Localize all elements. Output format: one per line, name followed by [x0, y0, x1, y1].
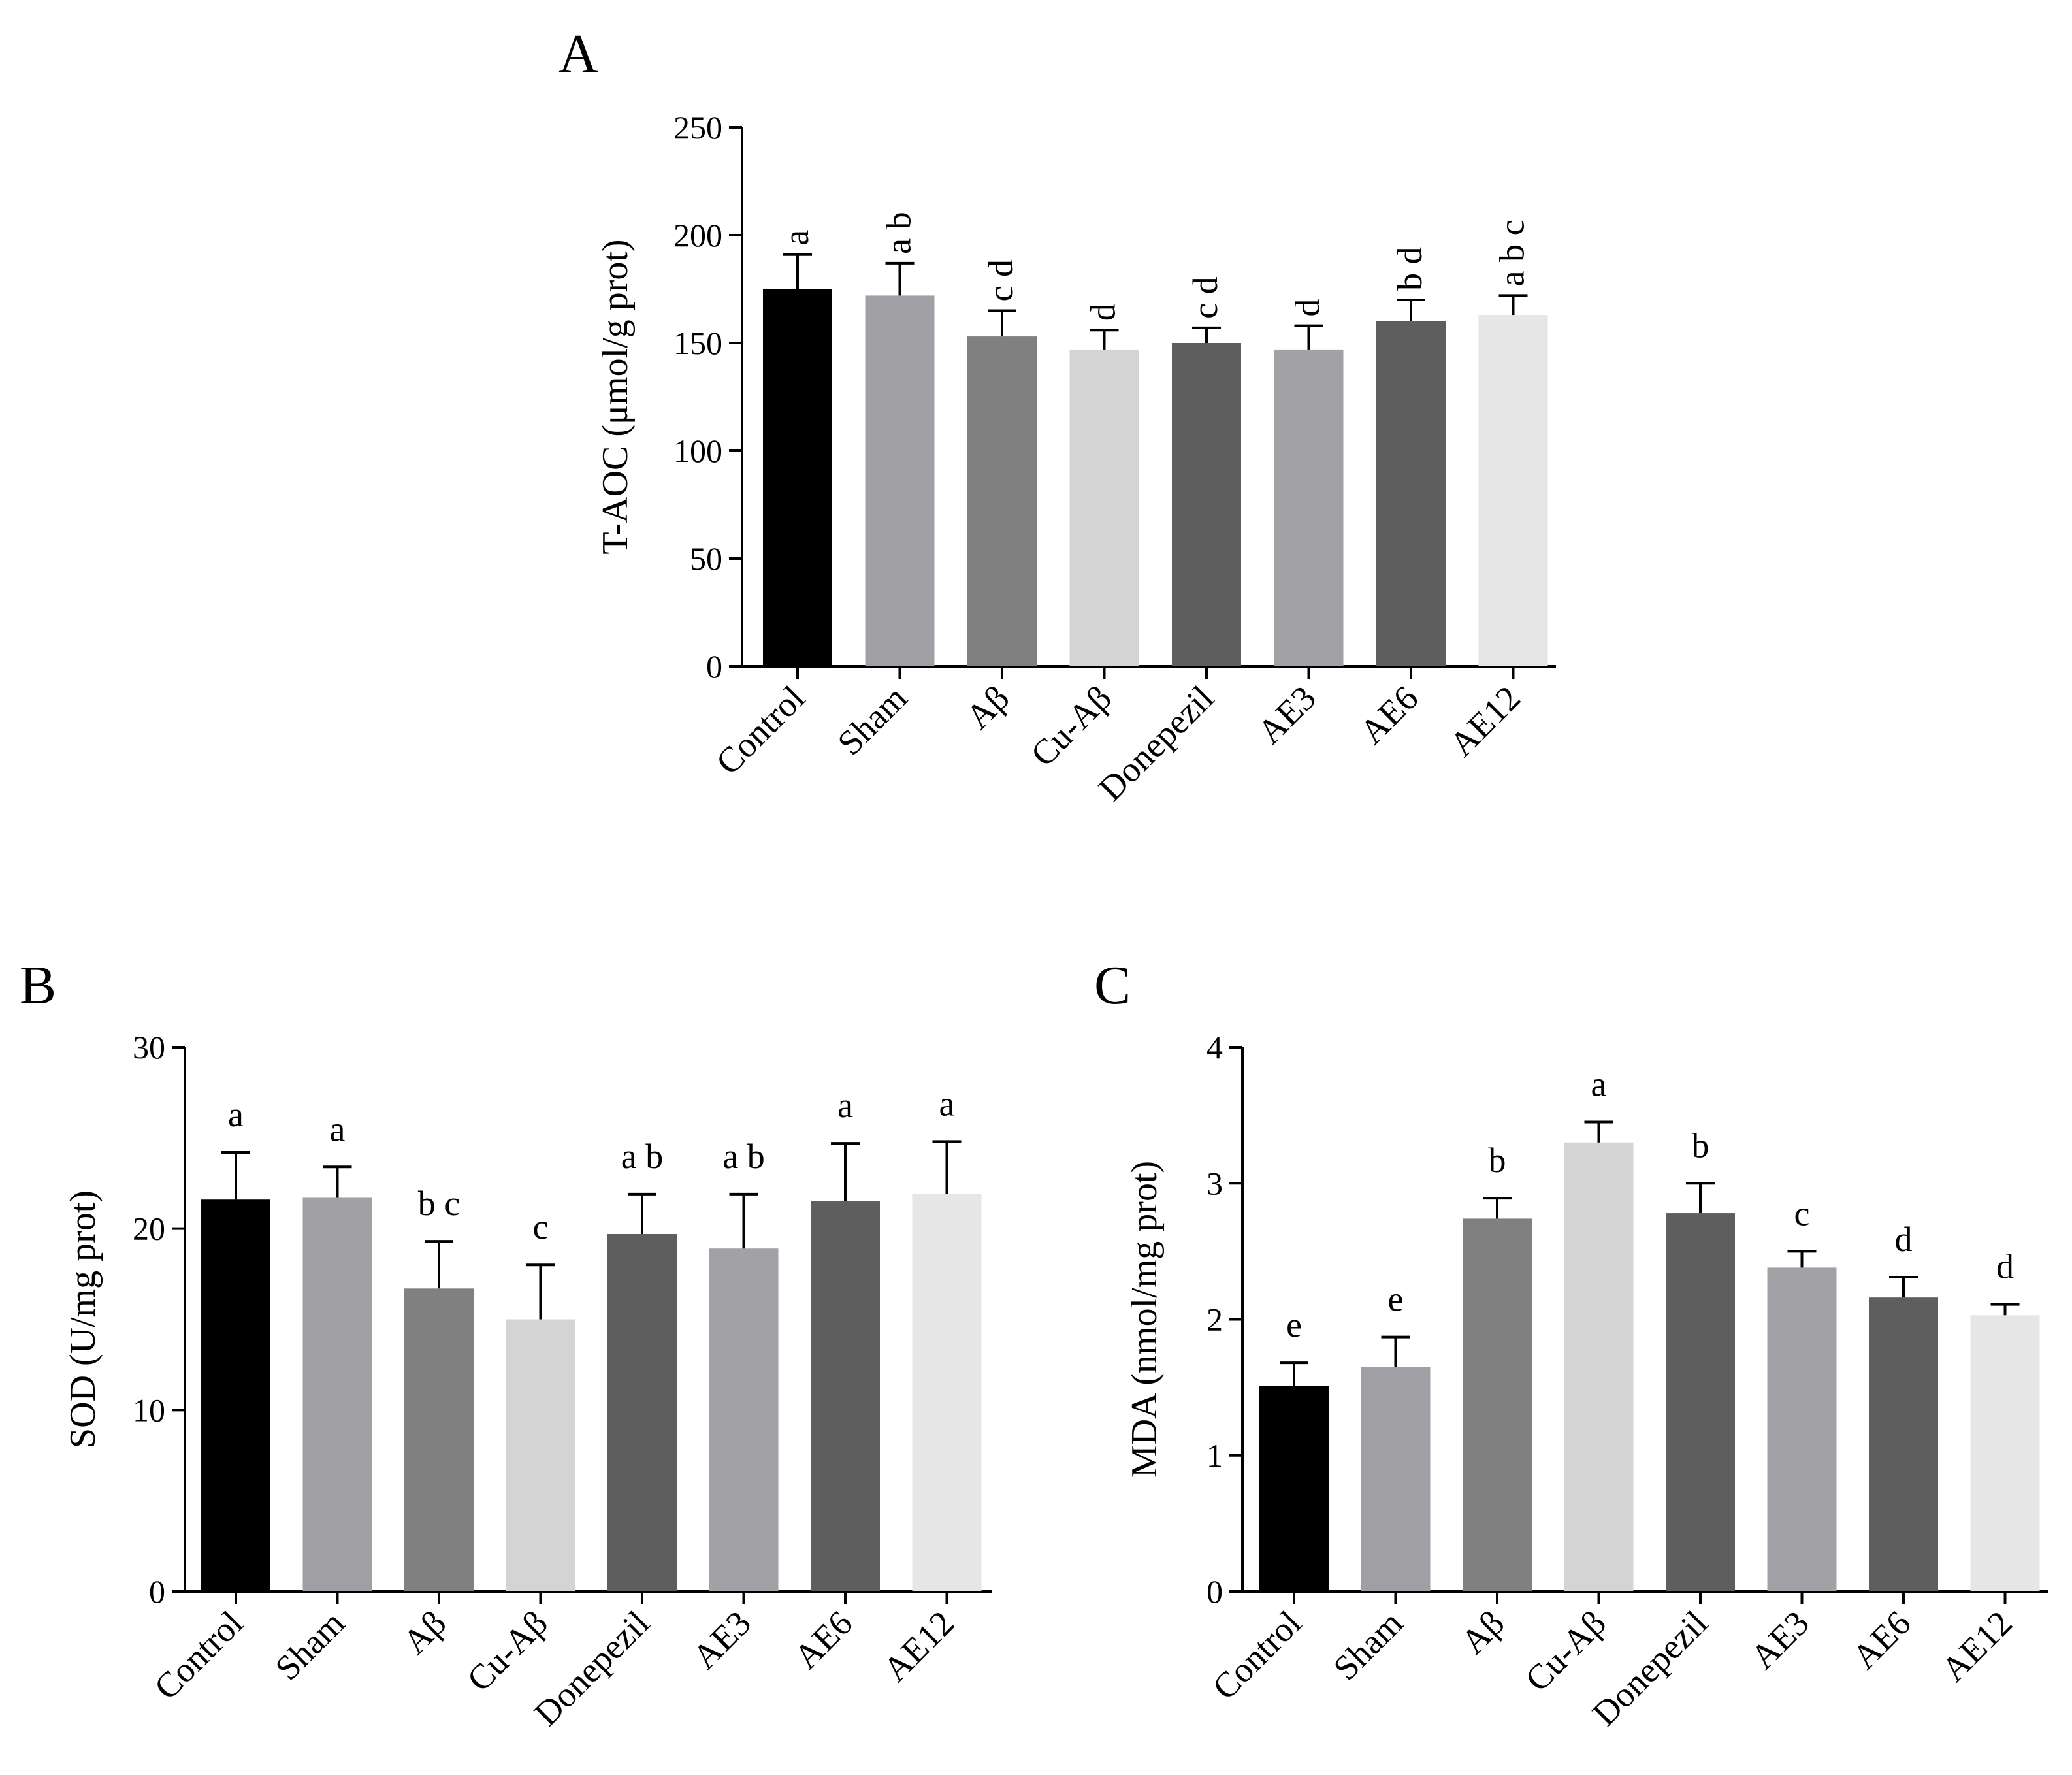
- bar-Aβ: [404, 1288, 474, 1591]
- significance-label: d: [1895, 1220, 1913, 1259]
- category-label: Control: [1205, 1603, 1308, 1707]
- bar-AE6: [1869, 1297, 1938, 1591]
- y-tick-label: 20: [133, 1211, 165, 1247]
- significance-label: e: [1286, 1305, 1302, 1344]
- category-label: AE12: [875, 1603, 962, 1689]
- category-label: Aβ: [1453, 1603, 1512, 1661]
- y-tick-label: 4: [1206, 1029, 1223, 1066]
- bar-AE12: [912, 1194, 982, 1591]
- category-label: Cu-Aβ: [1023, 678, 1119, 774]
- significance-label: b: [1489, 1141, 1506, 1180]
- y-tick-label: 0: [149, 1573, 165, 1610]
- significance-label: c: [1794, 1194, 1810, 1233]
- significance-label: b d: [1390, 247, 1429, 291]
- panel-letter: C: [1094, 955, 1131, 1016]
- bar-Control: [1259, 1386, 1329, 1591]
- panel-c: C MDA (nmol/mg prot) 0 1 2 3 4 e Control e Sham b Aβ…: [1094, 955, 2048, 1733]
- y-tick-label: 250: [673, 109, 722, 146]
- y-tick-label: 50: [690, 540, 722, 577]
- y-tick-label: 150: [673, 325, 722, 361]
- y-tick-label: 10: [133, 1392, 165, 1428]
- bar-Sham: [865, 295, 935, 666]
- y-tick-label: 0: [1206, 1573, 1223, 1610]
- category-label: Sham: [268, 1603, 352, 1687]
- category-label: AE3: [1743, 1603, 1817, 1676]
- bar-Sham: [1361, 1367, 1431, 1591]
- bar-Donepezil: [1666, 1213, 1735, 1591]
- bar-Control: [201, 1199, 270, 1591]
- y-tick-label: 3: [1206, 1165, 1223, 1201]
- category-label: Cu-Aβ: [459, 1603, 555, 1699]
- y-tick-label: 1: [1206, 1437, 1223, 1474]
- significance-label: d: [1288, 299, 1327, 317]
- significance-label: a b: [621, 1137, 663, 1176]
- significance-label: a: [837, 1086, 853, 1125]
- y-tick-label: 2: [1206, 1301, 1223, 1338]
- panel-a: A T-AOC (μmol/g prot) 0 50 100 150 200 250 a Cont…: [558, 24, 1556, 808]
- category-label: AE6: [1352, 678, 1425, 751]
- significance-label: a: [777, 230, 816, 246]
- significance-label: a b c: [1493, 220, 1532, 286]
- y-tick-label: 100: [673, 432, 722, 469]
- y-tick-label: 30: [133, 1029, 165, 1066]
- bar-Donepezil: [1172, 343, 1241, 666]
- significance-label: c d: [981, 259, 1020, 301]
- bar-AE12: [1478, 315, 1548, 667]
- category-label: AE3: [1250, 678, 1323, 751]
- bar-Control: [763, 289, 832, 666]
- category-label: Sham: [1326, 1603, 1410, 1687]
- y-axis-title: T-AOC (μmol/g prot): [595, 239, 636, 554]
- significance-label: c: [533, 1207, 549, 1246]
- bar-AE6: [1376, 321, 1446, 666]
- significance-label: e: [1388, 1280, 1404, 1319]
- significance-label: a: [939, 1084, 955, 1123]
- panel-letter: B: [20, 955, 56, 1016]
- bar-AE3: [1274, 349, 1344, 666]
- significance-label: a: [228, 1095, 244, 1134]
- bar-AE3: [1767, 1267, 1837, 1591]
- bar-Cu-Aβ: [1069, 349, 1139, 666]
- y-axis-title: SOD (U/mg prot): [63, 1190, 103, 1448]
- category-label: Cu-Aβ: [1517, 1603, 1613, 1699]
- significance-label: d: [1084, 303, 1123, 321]
- category-label: Control: [146, 1603, 250, 1707]
- category-label: AE3: [685, 1603, 758, 1676]
- significance-label: a b: [722, 1137, 764, 1176]
- category-label: Aβ: [395, 1603, 453, 1661]
- panel-letter: A: [558, 24, 598, 84]
- category-label: AE6: [786, 1603, 860, 1676]
- bar-AE6: [811, 1201, 880, 1591]
- panel-b: B SOD (U/mg prot) 0 10 20 30 a Control a Sham b c A…: [20, 955, 992, 1733]
- significance-label: c d: [1186, 276, 1225, 318]
- category-label: Aβ: [958, 678, 1016, 736]
- bar-Sham: [302, 1197, 372, 1591]
- significance-label: b c: [418, 1184, 460, 1223]
- category-label: AE6: [1845, 1603, 1918, 1676]
- bar-Cu-Aβ: [1564, 1142, 1634, 1591]
- bar-AE12: [1970, 1315, 2040, 1591]
- category-label: AE12: [1442, 678, 1528, 764]
- bar-AE3: [709, 1248, 779, 1591]
- category-label: Control: [708, 678, 812, 782]
- significance-label: d: [1996, 1247, 2014, 1286]
- category-label: AE12: [1934, 1603, 2020, 1689]
- significance-label: a: [330, 1109, 346, 1148]
- bar-Cu-Aβ: [506, 1319, 575, 1591]
- y-tick-label: 200: [673, 217, 722, 253]
- y-axis-title: MDA (nmol/mg prot): [1124, 1161, 1165, 1478]
- bar-Donepezil: [607, 1233, 677, 1591]
- bar-Aβ: [1463, 1218, 1532, 1591]
- bar-Aβ: [967, 336, 1037, 666]
- significance-label: a b: [879, 212, 918, 253]
- significance-label: a: [1591, 1065, 1607, 1104]
- y-tick-label: 0: [706, 648, 722, 685]
- significance-label: b: [1692, 1126, 1709, 1165]
- category-label: Sham: [830, 678, 915, 762]
